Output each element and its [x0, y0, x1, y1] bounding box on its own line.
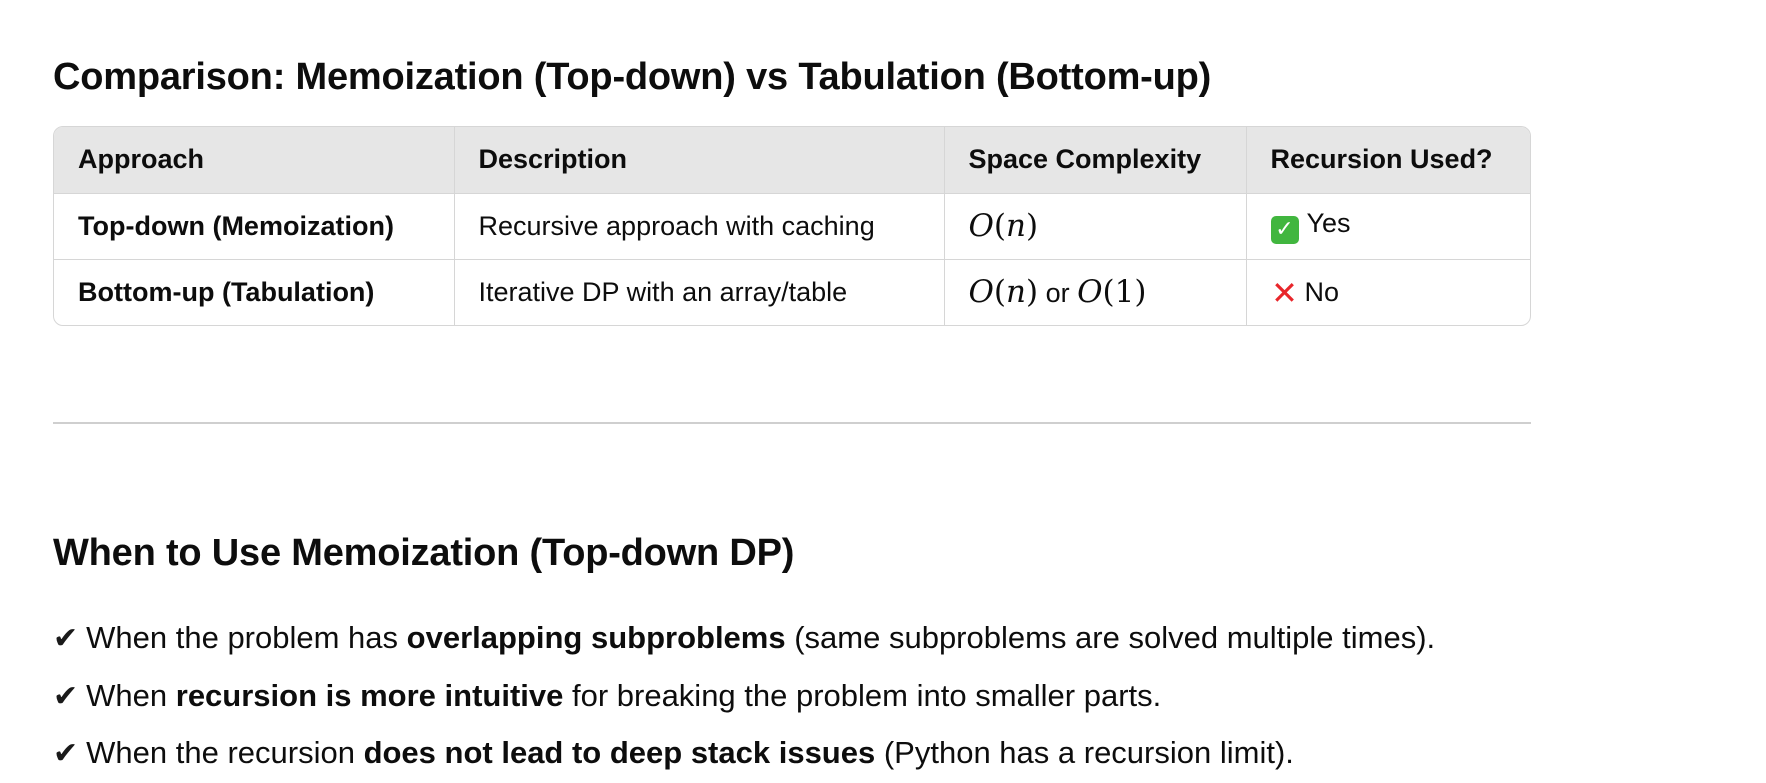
check-mark-icon: ✔ — [53, 621, 79, 656]
table-row: Top-down (Memoization) Recursive approac… — [54, 193, 1530, 260]
cell-approach: Top-down (Memoization) — [54, 193, 455, 260]
cell-description: Recursive approach with caching — [454, 193, 945, 260]
item-text-bold: recursion is more intuitive — [175, 677, 564, 713]
section-divider — [53, 422, 1531, 424]
check-mark-icon: ✔ — [53, 678, 79, 714]
list-item: ✔ When the recursion does not lead to dee… — [53, 725, 1435, 783]
when-to-use-heading: When to Use Memoization (Top-down DP) — [53, 532, 795, 574]
cell-approach: Bottom-up (Tabulation) — [54, 259, 455, 325]
comparison-table: Approach Description Space Complexity Re… — [53, 126, 1531, 326]
item-text-before: When — [86, 677, 176, 713]
cell-space-complexity: O(n) — [944, 193, 1247, 260]
header-recursion-used: Recursion Used? — [1246, 127, 1530, 194]
header-description: Description — [454, 127, 945, 194]
header-approach: Approach — [54, 127, 455, 194]
list-item: ✔ When recursion is more intuitive for br… — [53, 668, 1435, 726]
item-text-after: for breaking the problem into smaller pa… — [563, 677, 1162, 713]
cell-description: Iterative DP with an array/table — [454, 259, 945, 325]
table-row: Bottom-up (Tabulation) Iterative DP with… — [54, 259, 1530, 325]
recursion-value: No — [1304, 276, 1340, 307]
cross-mark-icon: ✕ — [1271, 273, 1298, 312]
math-o-n: O(n) — [968, 208, 1039, 244]
item-text-after: (same subproblems are solved multiple ti… — [785, 620, 1436, 655]
comparison-heading: Comparison: Memoization (Top-down) vs Ta… — [53, 56, 1212, 98]
cell-recursion-used: ✕ No — [1246, 259, 1530, 325]
recursion-value: Yes — [1306, 208, 1351, 238]
cell-space-complexity: O(n) or O(1) — [944, 259, 1247, 325]
check-mark-icon: ✔ — [53, 736, 79, 771]
item-text-bold: does not lead to deep stack issues — [363, 735, 876, 770]
math-space-complexity: O(n) or O(1) — [968, 274, 1147, 311]
header-space-complexity: Space Complexity — [944, 127, 1247, 194]
item-text-before: When the recursion — [86, 735, 364, 770]
item-text-after: (Python has a recursion limit). — [875, 735, 1294, 770]
when-to-use-list: ✔ When the problem has overlapping subpro… — [53, 610, 1435, 783]
check-mark-button-icon: ✓ — [1270, 216, 1299, 244]
item-text-bold: overlapping subproblems — [406, 620, 786, 655]
table-header-row: Approach Description Space Complexity Re… — [54, 127, 1530, 194]
list-item: ✔ When the problem has overlapping subpro… — [53, 610, 1435, 668]
item-text-before: When the problem has — [86, 620, 407, 655]
cell-recursion-used: ✓ Yes — [1246, 193, 1530, 260]
